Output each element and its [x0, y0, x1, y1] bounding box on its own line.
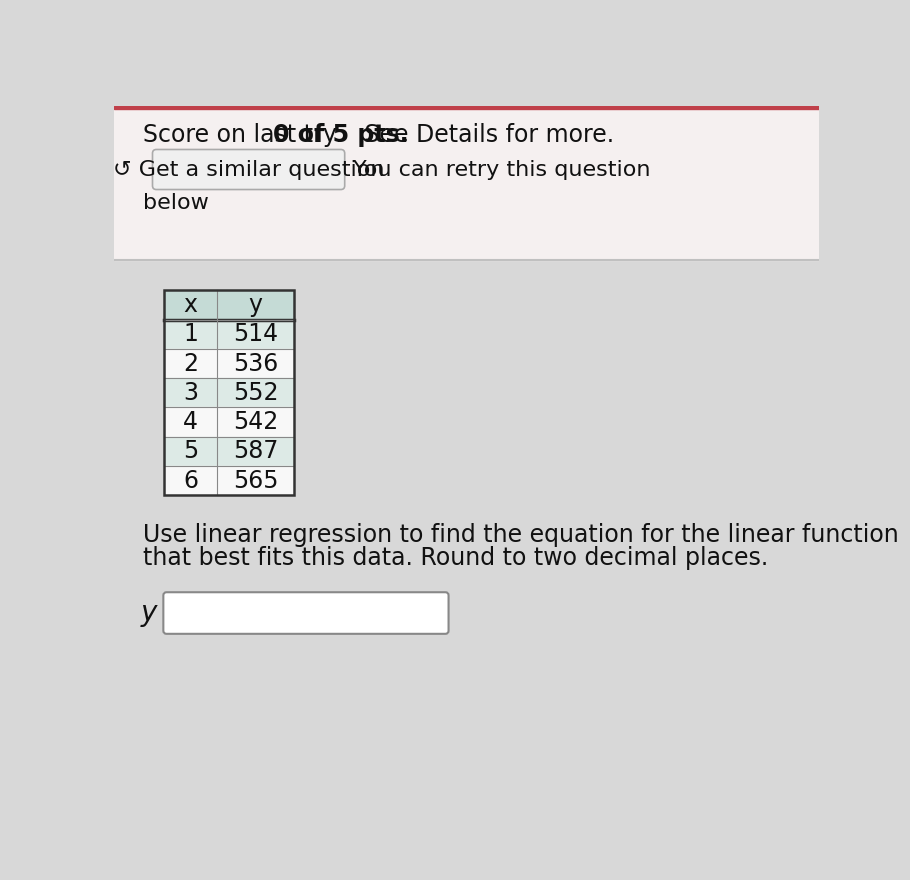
- Text: ↺ Get a similar question: ↺ Get a similar question: [113, 159, 384, 180]
- Text: 542: 542: [233, 410, 278, 434]
- Text: below: below: [143, 193, 209, 213]
- Text: that best fits this data. Round to two decimal places.: that best fits this data. Round to two d…: [143, 546, 768, 570]
- Text: 514: 514: [233, 322, 278, 347]
- Text: y =: y =: [141, 599, 189, 627]
- FancyBboxPatch shape: [153, 150, 345, 189]
- Text: 3: 3: [183, 381, 198, 405]
- Bar: [114, 106, 819, 108]
- Text: 2: 2: [183, 351, 198, 376]
- Text: 0 of 5 pts.: 0 of 5 pts.: [273, 123, 409, 147]
- Text: 6: 6: [183, 468, 198, 493]
- Bar: [164, 378, 294, 407]
- Bar: [164, 436, 294, 466]
- Text: 536: 536: [233, 351, 278, 376]
- Bar: [164, 466, 294, 495]
- Text: Use linear regression to find the equation for the linear function: Use linear regression to find the equati…: [143, 524, 899, 547]
- Bar: [164, 319, 294, 348]
- Bar: [164, 407, 294, 436]
- Bar: [164, 290, 294, 319]
- Text: Score on last try:: Score on last try:: [143, 123, 350, 147]
- Text: 565: 565: [233, 468, 278, 493]
- Text: 4: 4: [183, 410, 198, 434]
- Text: 552: 552: [233, 381, 278, 405]
- Text: 5: 5: [183, 439, 198, 464]
- Text: You can retry this question: You can retry this question: [353, 159, 651, 180]
- Text: y: y: [248, 293, 263, 317]
- Bar: [164, 290, 294, 495]
- Bar: [114, 106, 819, 260]
- Text: 1: 1: [183, 322, 197, 347]
- Text: See Details for more.: See Details for more.: [357, 123, 614, 147]
- FancyBboxPatch shape: [164, 592, 449, 634]
- Text: 587: 587: [233, 439, 278, 464]
- Bar: [164, 348, 294, 378]
- Text: x: x: [184, 293, 197, 317]
